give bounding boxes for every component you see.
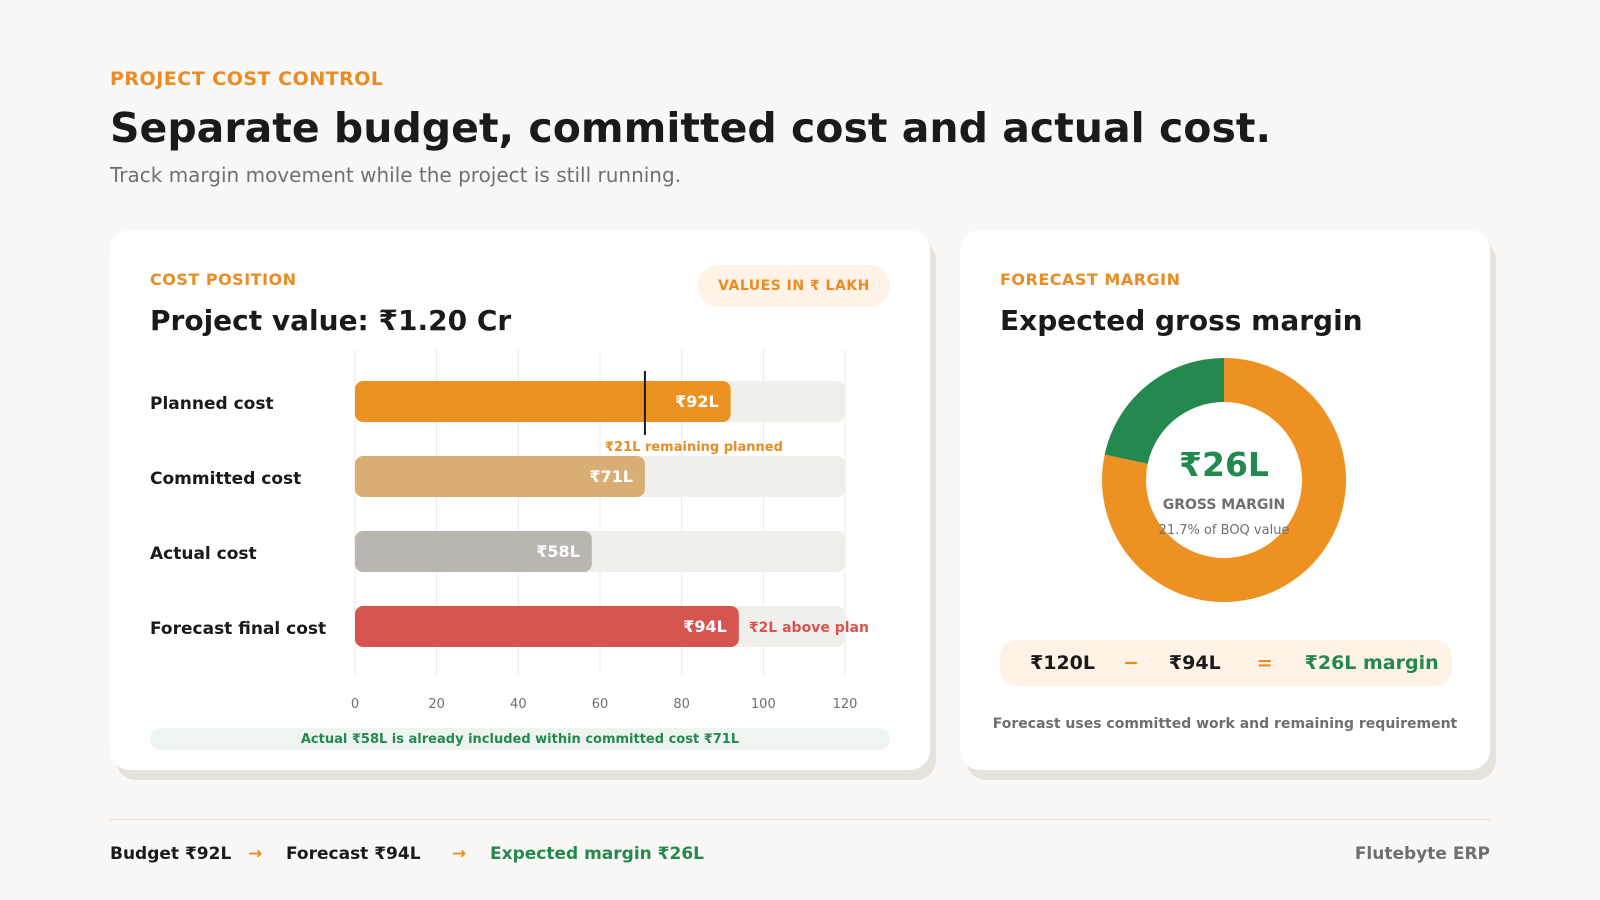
equation-forecast-cost: ₹94L (1168, 652, 1221, 674)
margin-donut-chart: ₹26L GROSS MARGIN 21.7% of BOQ value (1102, 358, 1346, 602)
x-tick-label: 80 (673, 697, 690, 712)
bar-committed-cost (355, 456, 645, 497)
cost-position-card: COST POSITION Project value: ₹1.20 Cr VA… (110, 230, 930, 770)
eyebrow-label: PROJECT COST CONTROL (110, 68, 384, 90)
x-tick-label: 20 (428, 697, 445, 712)
category-label-actual-cost: Actual cost (150, 544, 257, 564)
brand-name: Flutebyte ERP (1354, 844, 1490, 864)
margin-card-title: Expected gross margin (1000, 304, 1363, 337)
category-label-planned-cost: Planned cost (150, 394, 274, 414)
units-badge: VALUES IN ₹ LAKH (698, 265, 890, 307)
category-label-committed-cost: Committed cost (150, 469, 301, 489)
margin-equation: ₹120L − ₹94L = ₹26L margin (1000, 640, 1452, 686)
forecast-margin-card: FORECAST MARGIN Expected gross margin ₹2… (960, 230, 1490, 770)
category-label-forecast-final-cost: Forecast final cost (150, 619, 326, 639)
bar-value-label: ₹94L (683, 617, 727, 636)
marker-annotation: ₹21L remaining planned (605, 440, 783, 455)
equation-equals: = (1256, 652, 1273, 674)
cost-card-eyebrow: COST POSITION (150, 270, 297, 289)
margin-footnote: Forecast uses committed work and remaini… (992, 716, 1458, 732)
donut-slice-gross-margin (1104, 358, 1224, 464)
donut-center-label: GROSS MARGIN (1163, 497, 1286, 513)
x-tick-label: 0 (351, 697, 359, 712)
x-tick-label: 120 (833, 697, 858, 712)
footer-divider (110, 819, 1490, 820)
page-title: Separate budget, committed cost and actu… (110, 104, 1272, 152)
bar-value-label: ₹71L (589, 467, 633, 486)
donut-center-subtext: 21.7% of BOQ value (1159, 523, 1290, 538)
cost-card-title: Project value: ₹1.20 Cr (150, 304, 512, 337)
x-tick-label: 60 (592, 697, 609, 712)
forecast-annotation: ₹2L above plan (749, 620, 869, 636)
cost-note: Actual ₹58L is already included within c… (150, 728, 890, 750)
margin-card-eyebrow: FORECAST MARGIN (1000, 270, 1181, 289)
footer-margin: Expected margin ₹26L (490, 844, 705, 864)
bar-value-label: ₹58L (536, 542, 580, 561)
equation-result: ₹26L margin (1304, 652, 1439, 674)
x-tick-label: 40 (510, 697, 527, 712)
bar-actual-cost (355, 531, 592, 572)
arrow-icon: → (248, 844, 263, 864)
x-tick-label: 100 (751, 697, 776, 712)
bar-value-label: ₹92L (675, 392, 719, 411)
cost-bar-chart: 0 20 40 60 80 100 120 Planned cost ₹92L Committed… (150, 350, 869, 712)
equation-project-value: ₹120L (1030, 652, 1095, 674)
page-subtitle: Track margin movement while the project … (110, 163, 682, 187)
footer-budget: Budget ₹92L (110, 844, 232, 864)
arrow-icon: → (452, 844, 467, 864)
equation-minus: − (1123, 652, 1139, 674)
bar-planned-cost (355, 381, 731, 422)
donut-slice-forecast-final-cost (1102, 358, 1346, 602)
bar-forecast-final-cost (355, 606, 739, 647)
donut-center-value: ₹26L (1179, 445, 1269, 484)
footer-forecast: Forecast ₹94L (286, 844, 421, 864)
